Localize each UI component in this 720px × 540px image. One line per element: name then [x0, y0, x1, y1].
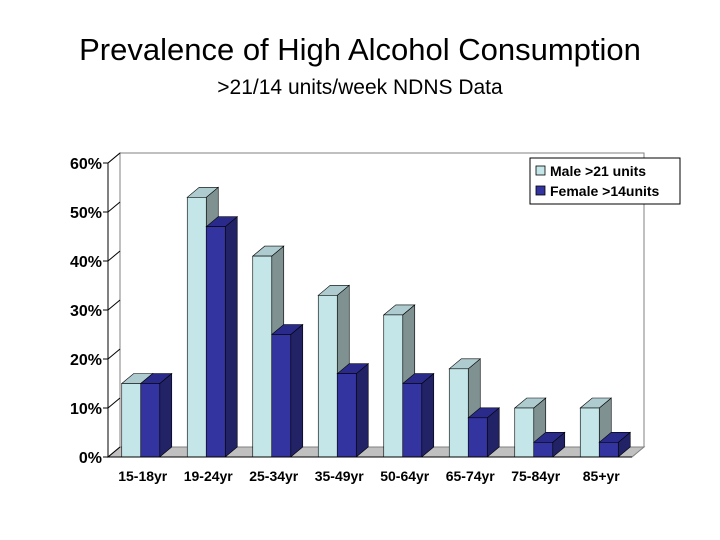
x-tick-label: 35-49yr	[315, 468, 365, 484]
x-tick-label: 25-34yr	[249, 468, 299, 484]
bar-front	[448, 368, 469, 458]
chart-subtitle: >21/14 units/week NDNS Data	[217, 76, 503, 99]
legend-label: Female >14units	[550, 183, 660, 199]
bar-front	[533, 441, 554, 458]
bar-side	[290, 323, 304, 458]
y-tick-label: 0%	[79, 450, 102, 467]
y-axis: 0% 10% 20% 30% 40% 50% 60%	[70, 152, 121, 467]
x-tick-label: 50-64yr	[380, 468, 430, 484]
x-tick-label: 75-84yr	[511, 468, 561, 484]
bar-front	[402, 383, 423, 458]
bar	[139, 372, 173, 458]
bar-front	[579, 407, 600, 458]
legend: Male >21 units Female >14units	[529, 157, 681, 205]
y-tick-label: 10%	[70, 401, 102, 418]
bar	[401, 372, 435, 458]
bar	[598, 431, 632, 458]
y-tick-label: 60%	[70, 156, 102, 173]
bar-front	[598, 441, 619, 458]
y-tick-depth	[107, 348, 121, 360]
legend-label: Male >21 units	[550, 163, 646, 179]
bar-front	[140, 383, 161, 458]
bar-front	[252, 255, 273, 458]
y-tick-depth	[107, 152, 121, 164]
chart-title: Prevalence of High Alcohol Consumption	[79, 32, 641, 67]
bar-side	[159, 372, 173, 458]
y-tick-label: 50%	[70, 205, 102, 222]
bar-front	[317, 294, 338, 458]
bar-front	[205, 226, 226, 458]
bar-front	[514, 407, 535, 458]
bar	[270, 323, 304, 458]
x-tick-label: 65-74yr	[446, 468, 496, 484]
y-tick-depth	[107, 299, 121, 311]
bar	[336, 363, 370, 458]
bar-front	[121, 383, 142, 458]
bar	[467, 407, 501, 458]
y-tick-depth	[107, 201, 121, 213]
y-tick-depth	[107, 446, 121, 458]
bar-front	[186, 197, 207, 458]
bars	[120, 186, 632, 458]
legend-swatch	[535, 165, 546, 176]
legend-swatch	[535, 185, 546, 196]
bar-front	[336, 373, 357, 458]
bar-side	[355, 363, 369, 458]
bar-front	[383, 314, 404, 458]
bar-side	[224, 216, 238, 458]
bar-front	[467, 417, 488, 458]
bar	[205, 216, 239, 458]
bar	[532, 431, 566, 458]
bar-side	[421, 372, 435, 458]
y-tick-label: 30%	[70, 303, 102, 320]
x-tick-label: 15-18yr	[118, 468, 168, 484]
y-tick-label: 20%	[70, 352, 102, 369]
x-tick-label: 85+yr	[583, 468, 621, 484]
bar-front	[271, 334, 292, 458]
x-tick-label: 19-24yr	[184, 468, 234, 484]
x-axis: 15-18yr 19-24yr 25-34yr 35-49yr 50-64yr 65-74…	[108, 456, 632, 484]
y-tick-depth	[107, 250, 121, 262]
y-tick-label: 40%	[70, 254, 102, 271]
legend-box	[529, 157, 681, 205]
y-tick-depth	[107, 397, 121, 409]
